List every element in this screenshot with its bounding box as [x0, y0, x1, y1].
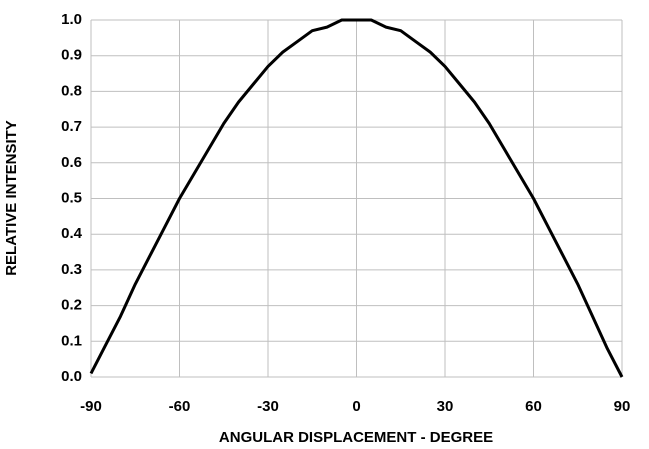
- x-tick-label: -60: [169, 398, 191, 415]
- y-tick-label: 0.2: [61, 297, 82, 314]
- y-tick-label: 0.8: [61, 82, 82, 99]
- x-axis-label: ANGULAR DISPLACEMENT - DEGREE: [219, 429, 493, 446]
- y-axis-label: RELATIVE INTENSITY: [3, 120, 20, 276]
- y-tick-label: 0.9: [61, 47, 82, 64]
- y-tick-label: 0.5: [61, 189, 82, 206]
- y-tick-label: 0.7: [61, 118, 82, 135]
- line-series: [89, 18, 624, 378]
- y-tick-label: 0.1: [61, 332, 82, 349]
- y-tick-label: 0.6: [61, 154, 82, 171]
- y-tick-label: 1.0: [61, 11, 82, 28]
- y-tick-label: 0.4: [61, 225, 83, 242]
- y-tick-label: 0.3: [61, 261, 82, 278]
- x-tick-label: -30: [257, 398, 279, 415]
- y-tick-label: 0.0: [61, 368, 82, 385]
- x-tick-label: 90: [614, 398, 631, 415]
- x-tick-label: -90: [80, 398, 102, 415]
- x-tick-label: 30: [437, 398, 454, 415]
- x-tick-label: 60: [525, 398, 542, 415]
- x-tick-label: 0: [352, 398, 360, 415]
